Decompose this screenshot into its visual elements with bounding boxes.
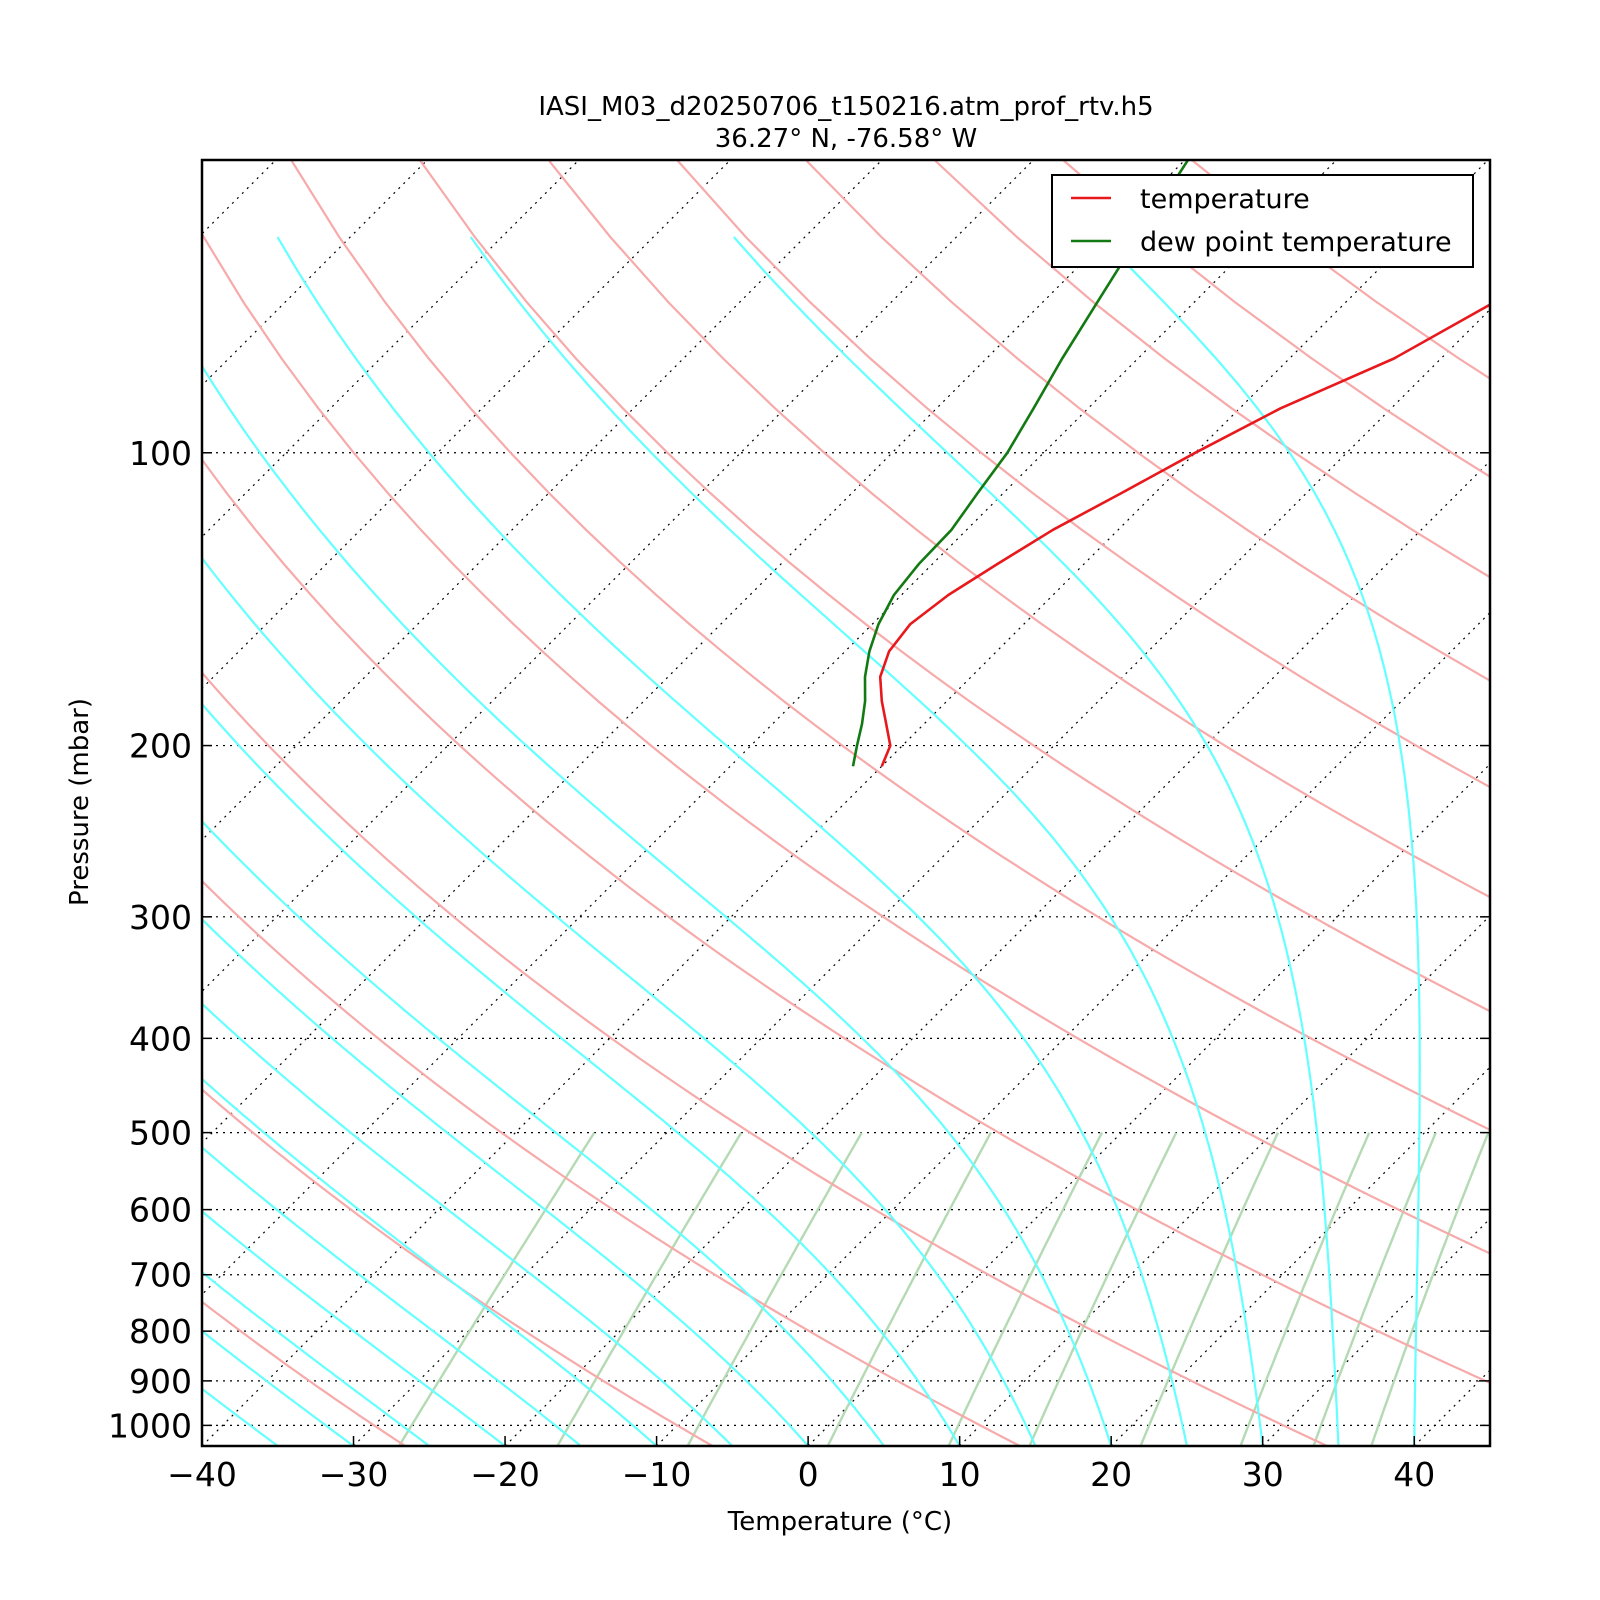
moist-adiabat [202,1209,506,1446]
dry-adiabat [202,457,1490,1385]
dry-adiabat [202,1088,714,1446]
dry-adiabat [202,879,1021,1446]
temperature-line [878,303,1490,767]
y-tick-label: 100 [129,434,192,473]
y-tick-label: 700 [129,1256,192,1295]
mixing-ratio-lines [397,1131,1490,1446]
mixing-ratio-line [826,1132,992,1446]
x-tick-label: 20 [1090,1455,1132,1494]
dry-adiabat [547,160,1490,899]
moist-adiabat [202,364,1113,1446]
moist-adiabat [202,1329,355,1446]
y-tick-label: 500 [129,1114,192,1153]
plot-area [202,160,1490,1446]
moist-adiabat [276,236,1188,1446]
x-tick-label: −10 [622,1455,692,1494]
y-tick-label: 900 [129,1362,192,1401]
mixing-ratio-line [1239,1132,1371,1446]
dry-adiabat [290,160,1490,1132]
mixing-ratio-line [1312,1132,1437,1446]
chart-title: IASI_M03_d20250706_t150216.atm_prof_rtv.… [538,92,1153,122]
moist-adiabat [202,1002,734,1446]
mixing-ratio-line [397,1131,596,1446]
x-tick-label: 40 [1393,1455,1435,1494]
moist-adiabat [1098,236,1421,1446]
legend: temperature dew point temperature [1051,174,1474,268]
y-tick-label: 300 [129,898,192,937]
mixing-ratio-line [947,1132,1104,1446]
moist-adiabat [202,819,885,1446]
y-axis-label: Pressure (mbar) [65,698,95,906]
dry-adiabat [418,160,1490,1013]
moist-adiabat [202,1077,658,1446]
x-tick-label: 30 [1242,1455,1284,1494]
dry-adiabat [202,1300,406,1446]
x-tick-label: 10 [939,1455,981,1494]
moist-adiabat [202,556,1037,1446]
moist-adiabat [202,1146,582,1446]
moist-adiabat [202,702,961,1446]
mixing-ratio-line [556,1131,743,1446]
y-tick-label: 400 [129,1019,192,1058]
x-axis-label: Temperature (°C) [727,1507,952,1537]
y-tick-label: 800 [129,1312,192,1351]
dry-adiabats [202,160,1490,1446]
y-axis-ticks: 100 200 300 400 500 600 700 800 900 1000 [108,434,1490,1445]
legend-label-temperature: temperature [1140,184,1310,215]
moist-adiabat [202,1270,430,1446]
dewpoint-line [851,160,1190,767]
moist-adiabat [732,236,1340,1446]
legend-box [1051,174,1474,268]
mixing-ratio-line [1139,1132,1279,1446]
legend-label-dewpoint: dew point temperature [1140,227,1452,258]
profile-series [851,160,1490,767]
moist-adiabat [202,917,809,1446]
chart-subtitle: 36.27° N, -76.58° W [715,124,977,154]
dry-adiabat [202,671,1328,1446]
x-tick-label: 0 [798,1455,819,1494]
y-tick-label: 200 [129,727,192,766]
x-tick-label: −40 [167,1455,237,1494]
moist-adiabat [469,236,1264,1446]
mixing-ratio-line [1028,1132,1178,1446]
x-tick-label: −30 [319,1455,389,1494]
dry-adiabat [202,231,1490,1255]
y-tick-label: 600 [129,1191,192,1230]
x-axis-ticks: −40 −30 −20 −10 0 10 20 30 40 [167,1436,1435,1494]
y-tick-label: 1000 [108,1406,192,1445]
dry-adiabat [676,160,1490,789]
mixing-ratio-line [686,1132,863,1446]
moist-adiabats [202,236,1421,1446]
plot-frame [200,158,1492,1448]
x-tick-label: −20 [470,1455,540,1494]
